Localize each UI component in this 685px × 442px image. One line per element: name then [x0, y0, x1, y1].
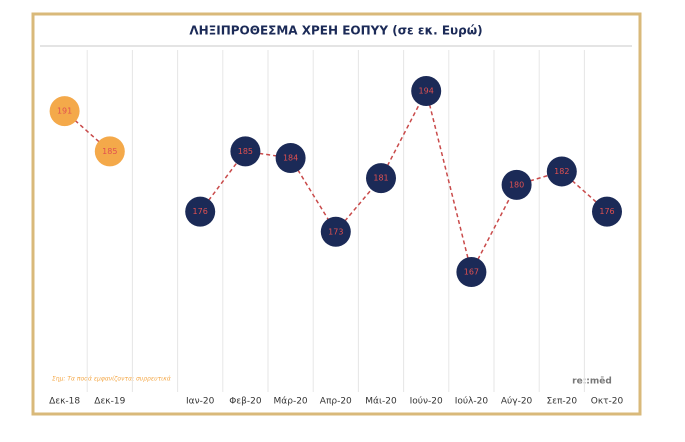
x-tick-label: Απρ-20 — [320, 397, 352, 407]
x-tick-label: Ιούλ-20 — [455, 396, 489, 407]
connector — [380, 90, 427, 179]
data-label: 182 — [554, 167, 569, 176]
connector — [425, 90, 473, 273]
data-label: 194 — [419, 87, 434, 96]
frame — [31, 12, 642, 416]
chart-title: ΛΗΞΙΠΡΟΘΕΣΜΑ ΧΡΕΗ ΕΟΠΥΥ (σε εκ. Ευρώ) — [189, 24, 482, 38]
x-tick-label: Οκτ-20 — [591, 397, 624, 407]
data-label: 167 — [464, 268, 479, 277]
data-label: 176 — [193, 207, 208, 216]
marker — [320, 216, 351, 247]
x-tick-label: Δεκ-18 — [49, 397, 80, 407]
marker — [456, 257, 487, 287]
data-label: 173 — [328, 227, 343, 236]
connector — [199, 150, 247, 213]
marker — [94, 136, 125, 167]
logo: re::mēd — [572, 377, 612, 387]
data-label: 185 — [102, 147, 117, 156]
marker — [366, 163, 396, 194]
data-label: 181 — [373, 174, 388, 183]
marker — [49, 96, 80, 127]
data-label: 185 — [238, 147, 253, 156]
x-tick-label: Ιαν-20 — [186, 397, 215, 407]
marker — [592, 196, 622, 227]
x-tick-label: Αύγ-20 — [501, 396, 533, 407]
x-tick-label: Μάι-20 — [365, 397, 397, 407]
data-label: 191 — [57, 107, 72, 116]
connector — [470, 184, 518, 273]
data-label: 176 — [599, 207, 614, 216]
data-label: 180 — [509, 180, 524, 189]
marker — [275, 143, 306, 174]
x-tick-label: Φεβ-20 — [229, 397, 262, 407]
data-label: 184 — [283, 154, 298, 163]
x-tick-label: Μάρ-20 — [274, 397, 308, 407]
marker — [185, 196, 216, 227]
marker — [230, 136, 261, 167]
note: Σημ: Τα ποσά εμφανίζονται συρρευτικά — [52, 376, 171, 383]
marker — [546, 156, 577, 187]
x-tick-label: Ιούν-20 — [410, 396, 443, 407]
x-tick-label: Σεπ-20 — [546, 397, 577, 407]
marker — [501, 169, 532, 200]
marker — [411, 76, 442, 106]
x-tick-label: Δεκ-19 — [94, 397, 125, 407]
